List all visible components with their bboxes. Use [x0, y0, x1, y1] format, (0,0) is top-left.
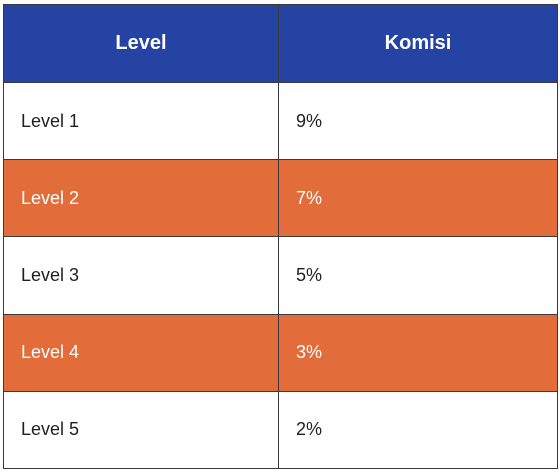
table-row: Level 2 7% — [3, 159, 558, 238]
komisi-cell: 3% — [278, 313, 558, 392]
level-cell: Level 1 — [3, 81, 279, 161]
komisi-cell: 9% — [278, 81, 558, 161]
level-cell: Level 5 — [3, 390, 279, 470]
komisi-cell: 7% — [278, 159, 558, 238]
table-row: Level 5 2% — [3, 390, 558, 470]
level-cell: Level 3 — [3, 236, 279, 315]
table-header-row: Level Komisi — [3, 4, 558, 83]
komisi-cell: 5% — [278, 236, 558, 315]
level-cell: Level 2 — [3, 159, 279, 238]
table-row: Level 1 9% — [3, 81, 558, 161]
column-header-komisi: Komisi — [278, 4, 558, 83]
commission-table: Level Komisi Level 1 9% Level 2 7% Level… — [3, 4, 558, 470]
table-row: Level 4 3% — [3, 313, 558, 392]
komisi-cell: 2% — [278, 390, 558, 470]
table-row: Level 3 5% — [3, 236, 558, 315]
level-cell: Level 4 — [3, 313, 279, 392]
column-header-level: Level — [3, 4, 279, 83]
